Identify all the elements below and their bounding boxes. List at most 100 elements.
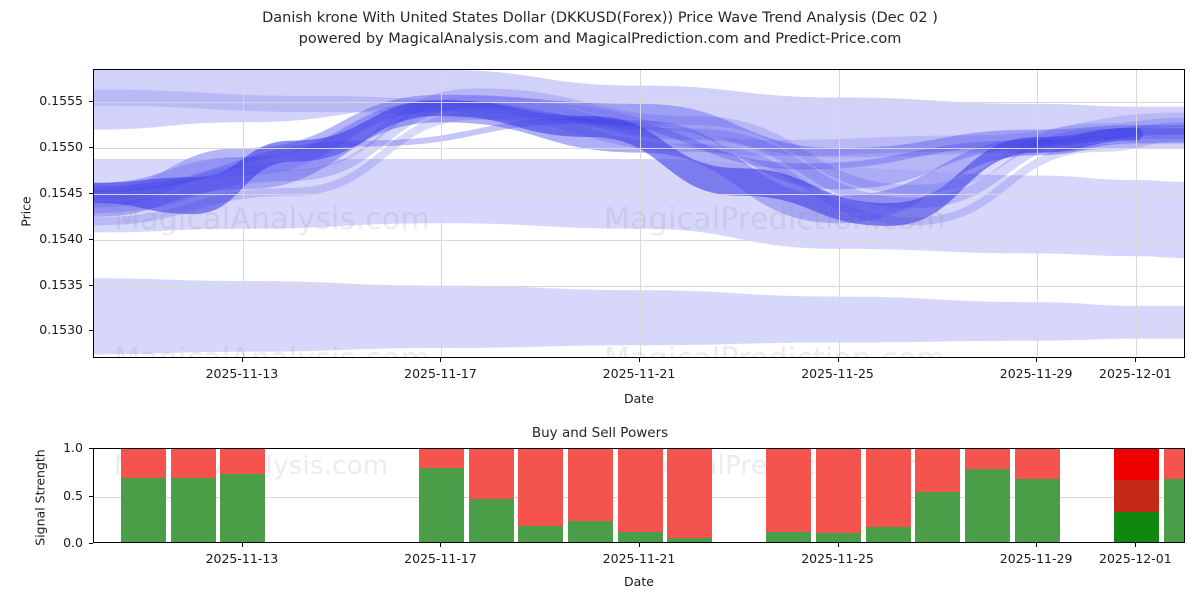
price-y-axis-label: Price	[18, 196, 34, 227]
price-wave-strand	[94, 111, 1184, 226]
price-x-tickmark	[440, 358, 442, 362]
signal-x-tickmark	[440, 543, 442, 547]
signal-y-tick-label: 0.0	[63, 535, 83, 550]
bar-segment-buy	[766, 531, 812, 542]
price-y-tickmark	[89, 330, 93, 332]
bar-segment-buy	[468, 499, 514, 542]
bar-segment-buy	[418, 467, 464, 542]
bar-segment-sell	[518, 449, 564, 526]
price-x-tickmark	[1036, 358, 1038, 362]
signal-x-tick-label: 2025-11-29	[999, 551, 1073, 566]
price-wave-band	[94, 278, 1184, 355]
price-wave-strand	[94, 89, 1184, 157]
chart-title-block: Danish krone With United States Dollar (…	[0, 8, 1200, 50]
signal-bar[interactable]	[617, 449, 663, 542]
price-wave-band	[94, 159, 1184, 259]
bar-segment-sell	[468, 449, 514, 500]
signal-x-tickmark	[837, 543, 839, 547]
price-gridline-h	[94, 285, 1184, 287]
signal-y-tickmark	[89, 543, 93, 544]
signal-bar[interactable]	[1113, 449, 1159, 542]
signal-x-tick-label: 2025-11-17	[404, 551, 477, 566]
bar-segment-sell	[766, 449, 812, 532]
price-x-tick-label: 2025-11-29	[999, 366, 1073, 381]
signal-bar[interactable]	[1014, 449, 1060, 542]
price-x-tickmark	[639, 358, 640, 362]
signal-bar[interactable]	[121, 449, 167, 542]
price-y-tickmark	[89, 192, 93, 194]
price-y-tickmark	[89, 238, 93, 240]
bar-segment-sell	[667, 449, 713, 539]
bar-segment-sell	[567, 449, 613, 522]
price-gridline-h	[94, 193, 1184, 195]
price-gridline-v	[640, 70, 641, 357]
signal-bar[interactable]	[170, 449, 216, 542]
bar-segment-sell	[121, 449, 167, 479]
signal-x-tickmark	[1036, 543, 1038, 547]
bar-segment-buy	[667, 538, 713, 542]
buy-sell-powers-title: Buy and Sell Powers	[531, 425, 669, 441]
signal-x-tick-label: 2025-12-01	[1099, 551, 1172, 566]
bar-segment-buy	[816, 532, 862, 542]
price-y-tickmark	[89, 101, 93, 103]
signal-x-tick-label: 2025-11-13	[205, 551, 279, 566]
signal-y-tick-label: 0.5	[63, 487, 83, 503]
bar-segment-buy	[518, 525, 564, 542]
price-wave-panel: MagicalAnalysis.com MagicalPrediction.com…	[18, 69, 1185, 406]
signal-x-tick-label: 2025-11-25	[801, 551, 874, 566]
signal-x-tick-label: 2025-11-21	[602, 551, 676, 566]
signal-bar[interactable]	[865, 449, 911, 542]
bar-segment-buy	[220, 473, 266, 542]
signal-bar[interactable]	[1163, 449, 1184, 542]
bar-segment-sell	[964, 449, 1010, 469]
signal-x-tickmark	[241, 543, 243, 547]
price-gridline-h	[94, 331, 1184, 333]
price-wave-strand	[94, 88, 1184, 201]
bar-segment-buy	[567, 521, 613, 542]
price-gridline-h	[94, 239, 1184, 241]
price-x-tick-label: 2025-11-13	[205, 366, 279, 381]
signal-y-tickmark	[89, 448, 93, 449]
bar-segment-buy	[1014, 479, 1060, 542]
price-gridline-v	[838, 70, 840, 357]
price-x-tickmark	[837, 358, 839, 362]
signal-y-tickmark	[89, 495, 93, 497]
signal-bar[interactable]	[667, 449, 713, 542]
signal-bar[interactable]	[418, 449, 464, 542]
bar-segment-buy	[121, 478, 167, 542]
price-gridline-v	[242, 70, 244, 357]
signal-bar[interactable]	[915, 449, 961, 542]
bar-segment-sell	[1163, 449, 1184, 480]
bar-segment-buy	[964, 468, 1010, 542]
signal-bar[interactable]	[766, 449, 812, 542]
bar-segment-buy	[865, 526, 911, 542]
signal-bar[interactable]	[964, 449, 1010, 542]
signal-bar[interactable]	[220, 449, 266, 542]
bar-segment-buy	[1163, 479, 1184, 542]
bar-segment-buy	[170, 478, 216, 542]
signal-bar[interactable]	[468, 449, 514, 542]
price-gridline-v	[1037, 70, 1039, 357]
price-x-tickmark	[241, 358, 243, 362]
bar-segment-buy	[915, 491, 961, 542]
signal-y-tick-label: 1.0	[63, 440, 83, 455]
price-x-axis-label: Date	[624, 391, 654, 406]
price-x-tick-label: 2025-12-01	[1099, 366, 1172, 381]
price-x-tick-label: 2025-11-25	[801, 366, 874, 381]
bar-segment-sell	[220, 449, 266, 474]
price-wave-strand	[94, 96, 1184, 214]
signal-bar[interactable]	[518, 449, 564, 542]
signal-x-axis-label: Date	[624, 574, 654, 589]
price-plot-area: MagicalAnalysis.com MagicalPrediction.com…	[93, 69, 1185, 358]
price-gridline-h	[94, 147, 1184, 149]
price-y-tick-label: 0.1545	[39, 184, 83, 200]
signal-bar[interactable]	[567, 449, 613, 542]
price-wave-band	[94, 100, 1143, 226]
price-x-tick-label: 2025-11-21	[602, 366, 676, 381]
price-y-tick-label: 0.1530	[39, 322, 83, 338]
price-gridline-h	[94, 102, 1184, 104]
signal-bar[interactable]	[816, 449, 862, 542]
price-y-tick-label: 0.1535	[39, 276, 83, 292]
bar-segment-sell-strong	[1113, 449, 1159, 481]
